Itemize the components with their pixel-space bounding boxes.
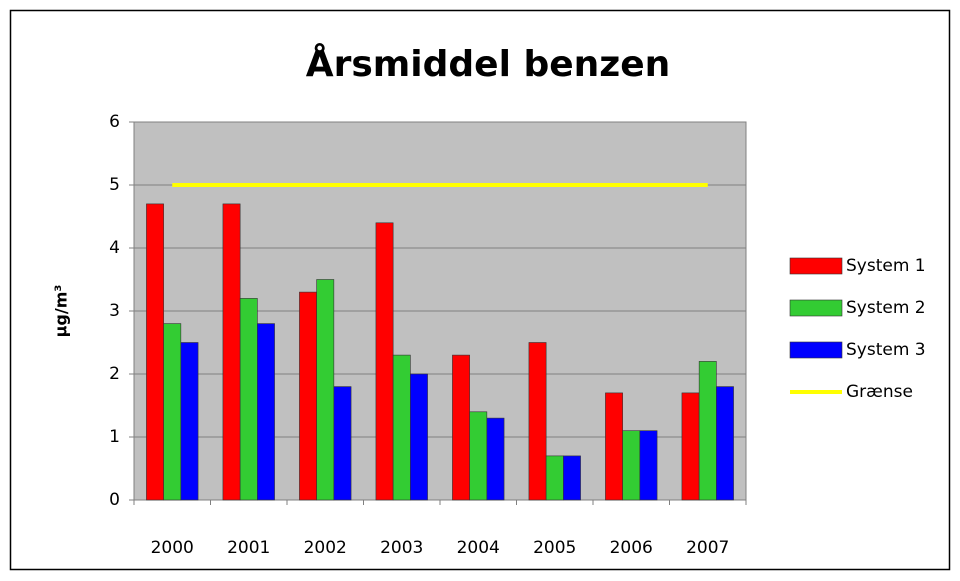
bar [563,455,581,501]
bar [333,386,352,501]
legend-swatch [789,341,843,359]
y-tick-label: 3 [109,301,120,321]
x-tick-label: 2007 [686,538,729,558]
bar [257,323,275,501]
bar [392,354,411,501]
bar [299,291,317,501]
x-tick-label: 2003 [380,538,423,558]
x-tick-label: 2006 [610,538,653,558]
bar [528,342,547,501]
bar [180,342,199,501]
bar [316,279,335,501]
chart-title: Årsmiddel benzen [306,43,671,85]
bar [239,298,258,501]
legend-label: System 2 [846,298,926,318]
bar [639,430,658,501]
bar [698,361,717,501]
legend-swatch [789,299,843,317]
legend-label: System 1 [846,256,926,276]
x-tick-label: 2002 [304,538,347,558]
bar [452,354,470,501]
bar [146,203,164,501]
bar [622,430,641,501]
x-tick-label: 2005 [533,538,576,558]
y-tick-label: 5 [109,175,120,195]
bar [716,386,734,501]
legend-label: Grænse [846,382,913,402]
y-axis-label: μg/m³ [52,285,71,338]
y-tick-label: 2 [109,364,120,384]
y-tick-label: 0 [109,490,120,510]
bar [163,323,182,501]
y-tick-label: 6 [109,112,120,132]
x-tick-label: 2001 [227,538,270,558]
y-tick-label: 4 [109,238,120,258]
bar [375,222,394,501]
bar [469,411,488,501]
bar [410,373,428,501]
x-tick-label: 2004 [457,538,500,558]
y-tick-label: 1 [109,427,120,447]
bar [605,392,623,501]
legend-swatch [789,257,843,275]
bar [545,455,564,501]
bar [486,417,505,501]
legend-label: System 3 [846,340,926,360]
bar [222,203,241,501]
bar [681,392,700,501]
x-tick-label: 2000 [151,538,194,558]
